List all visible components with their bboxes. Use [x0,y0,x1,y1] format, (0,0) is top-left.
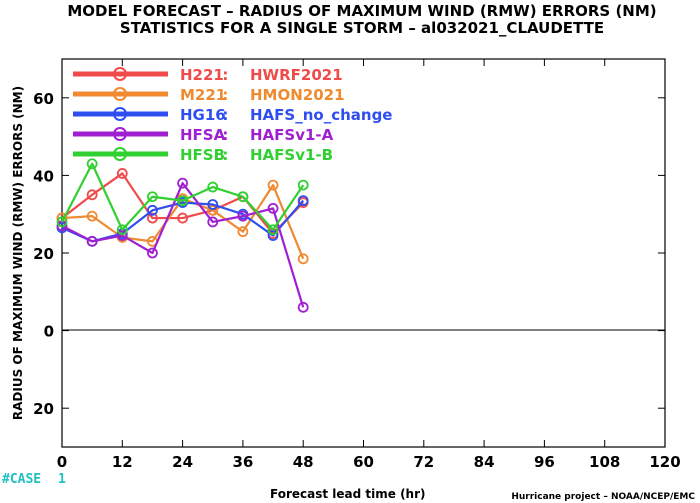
data-point [116,168,128,179]
x-tick-label: 96 [534,453,555,471]
legend-name: HAFSv1-A [250,126,334,144]
data-point [86,210,98,222]
data-point [177,195,189,207]
data-point [177,212,189,224]
legend-separator: : [222,106,228,124]
x-tick-label: 120 [649,453,680,471]
data-point [267,230,279,241]
legend-separator: : [222,86,228,104]
data-point [207,199,219,210]
data-point [297,301,309,313]
legend-name: HWRF2021 [250,66,343,84]
legend-swatch-marker [113,107,127,121]
legend-name: HAFSv1-B [250,146,333,164]
data-point [147,212,158,224]
legend-entry-hfsb: HFSB: HAFSv1-B [73,146,333,164]
data-point [237,210,249,222]
legend-code: HFSB [180,146,225,164]
data-point [207,181,219,193]
legend-separator: : [222,146,228,164]
series-hfsa [56,177,309,313]
legend-swatch-marker [113,147,127,161]
data-point [267,224,279,236]
data-point [237,191,249,203]
data-point [297,179,309,191]
x-tick-label: 72 [413,453,434,471]
legend-swatch-marker [113,127,127,141]
data-point [147,247,158,259]
y-tick-label: 0 [44,323,54,341]
x-tick-label: 84 [474,453,495,471]
data-point [86,189,98,201]
legend-swatch-marker [113,67,127,81]
legend: H221: HWRF2021 M221: HMON2021 HG16: HAFS_no_c… [73,66,392,164]
series-hfsb [56,158,309,236]
y-axis-ticks: 20 0 20 40 60 [33,90,665,418]
data-point [297,253,309,265]
legend-name: HAFS_no_change [250,106,392,124]
data-point [237,226,249,238]
chart-title: MODEL FORECAST – RADIUS OF MAXIMUM WIND … [67,2,656,20]
x-tick-label: 0 [57,453,67,471]
data-point [56,216,68,228]
legend-entry-hfsa: HFSA: HAFSv1-A [73,126,334,144]
legend-separator: : [222,66,228,84]
legend-code: M221 [180,86,226,104]
data-point [207,216,219,228]
legend-separator: : [222,126,228,144]
legend-code: H221 [180,66,224,84]
data-point [116,230,128,241]
series-lines [56,158,309,313]
data-point [147,204,158,216]
legend-code: HG16 [180,106,226,124]
x-tick-label: 60 [353,453,374,471]
x-tick-label: 108 [589,453,620,471]
data-point [267,202,279,214]
y-tick-label: 20 [33,400,54,418]
case-count: 1 [58,472,66,487]
y-tick-label: 40 [33,167,54,185]
data-point [207,204,219,216]
x-tick-label: 36 [232,453,253,471]
x-tick-label: 12 [112,453,133,471]
data-point [86,158,98,170]
data-point [147,191,158,203]
series-line [61,162,305,231]
data-point [297,195,309,207]
legend-entry-m221: M221: HMON2021 [73,86,345,104]
y-tick-label: 60 [33,90,54,108]
legend-entry-h221: H221: HWRF2021 [73,66,343,84]
y-tick-label: 20 [33,245,54,263]
legend-swatch-marker [113,87,127,101]
x-tick-label: 48 [293,453,314,471]
case-label: #CASE [2,472,41,487]
data-point [267,179,279,191]
data-point [177,177,189,189]
data-point [86,235,98,247]
x-axis-ticks: 0 12 24 36 48 60 72 84 96 108 120 [57,59,681,471]
chart-subtitle: STATISTICS FOR A SINGLE STORM – al032021… [120,19,604,37]
data-point [116,224,128,236]
x-tick-label: 24 [172,453,193,471]
legend-code: HFSA [180,126,226,144]
x-axis-label: Forecast lead time (hr) [270,487,426,501]
legend-entry-hg16: HG16: HAFS_no_change [73,106,392,124]
credit-text: Hurricane project – NOAA/NCEP/EMC [511,492,695,502]
legend-name: HMON2021 [250,86,345,104]
series-line [61,182,305,308]
y-axis-label: RADIUS OF MAXIMUM WIND (RMW) ERRORS (NM) [11,86,25,420]
